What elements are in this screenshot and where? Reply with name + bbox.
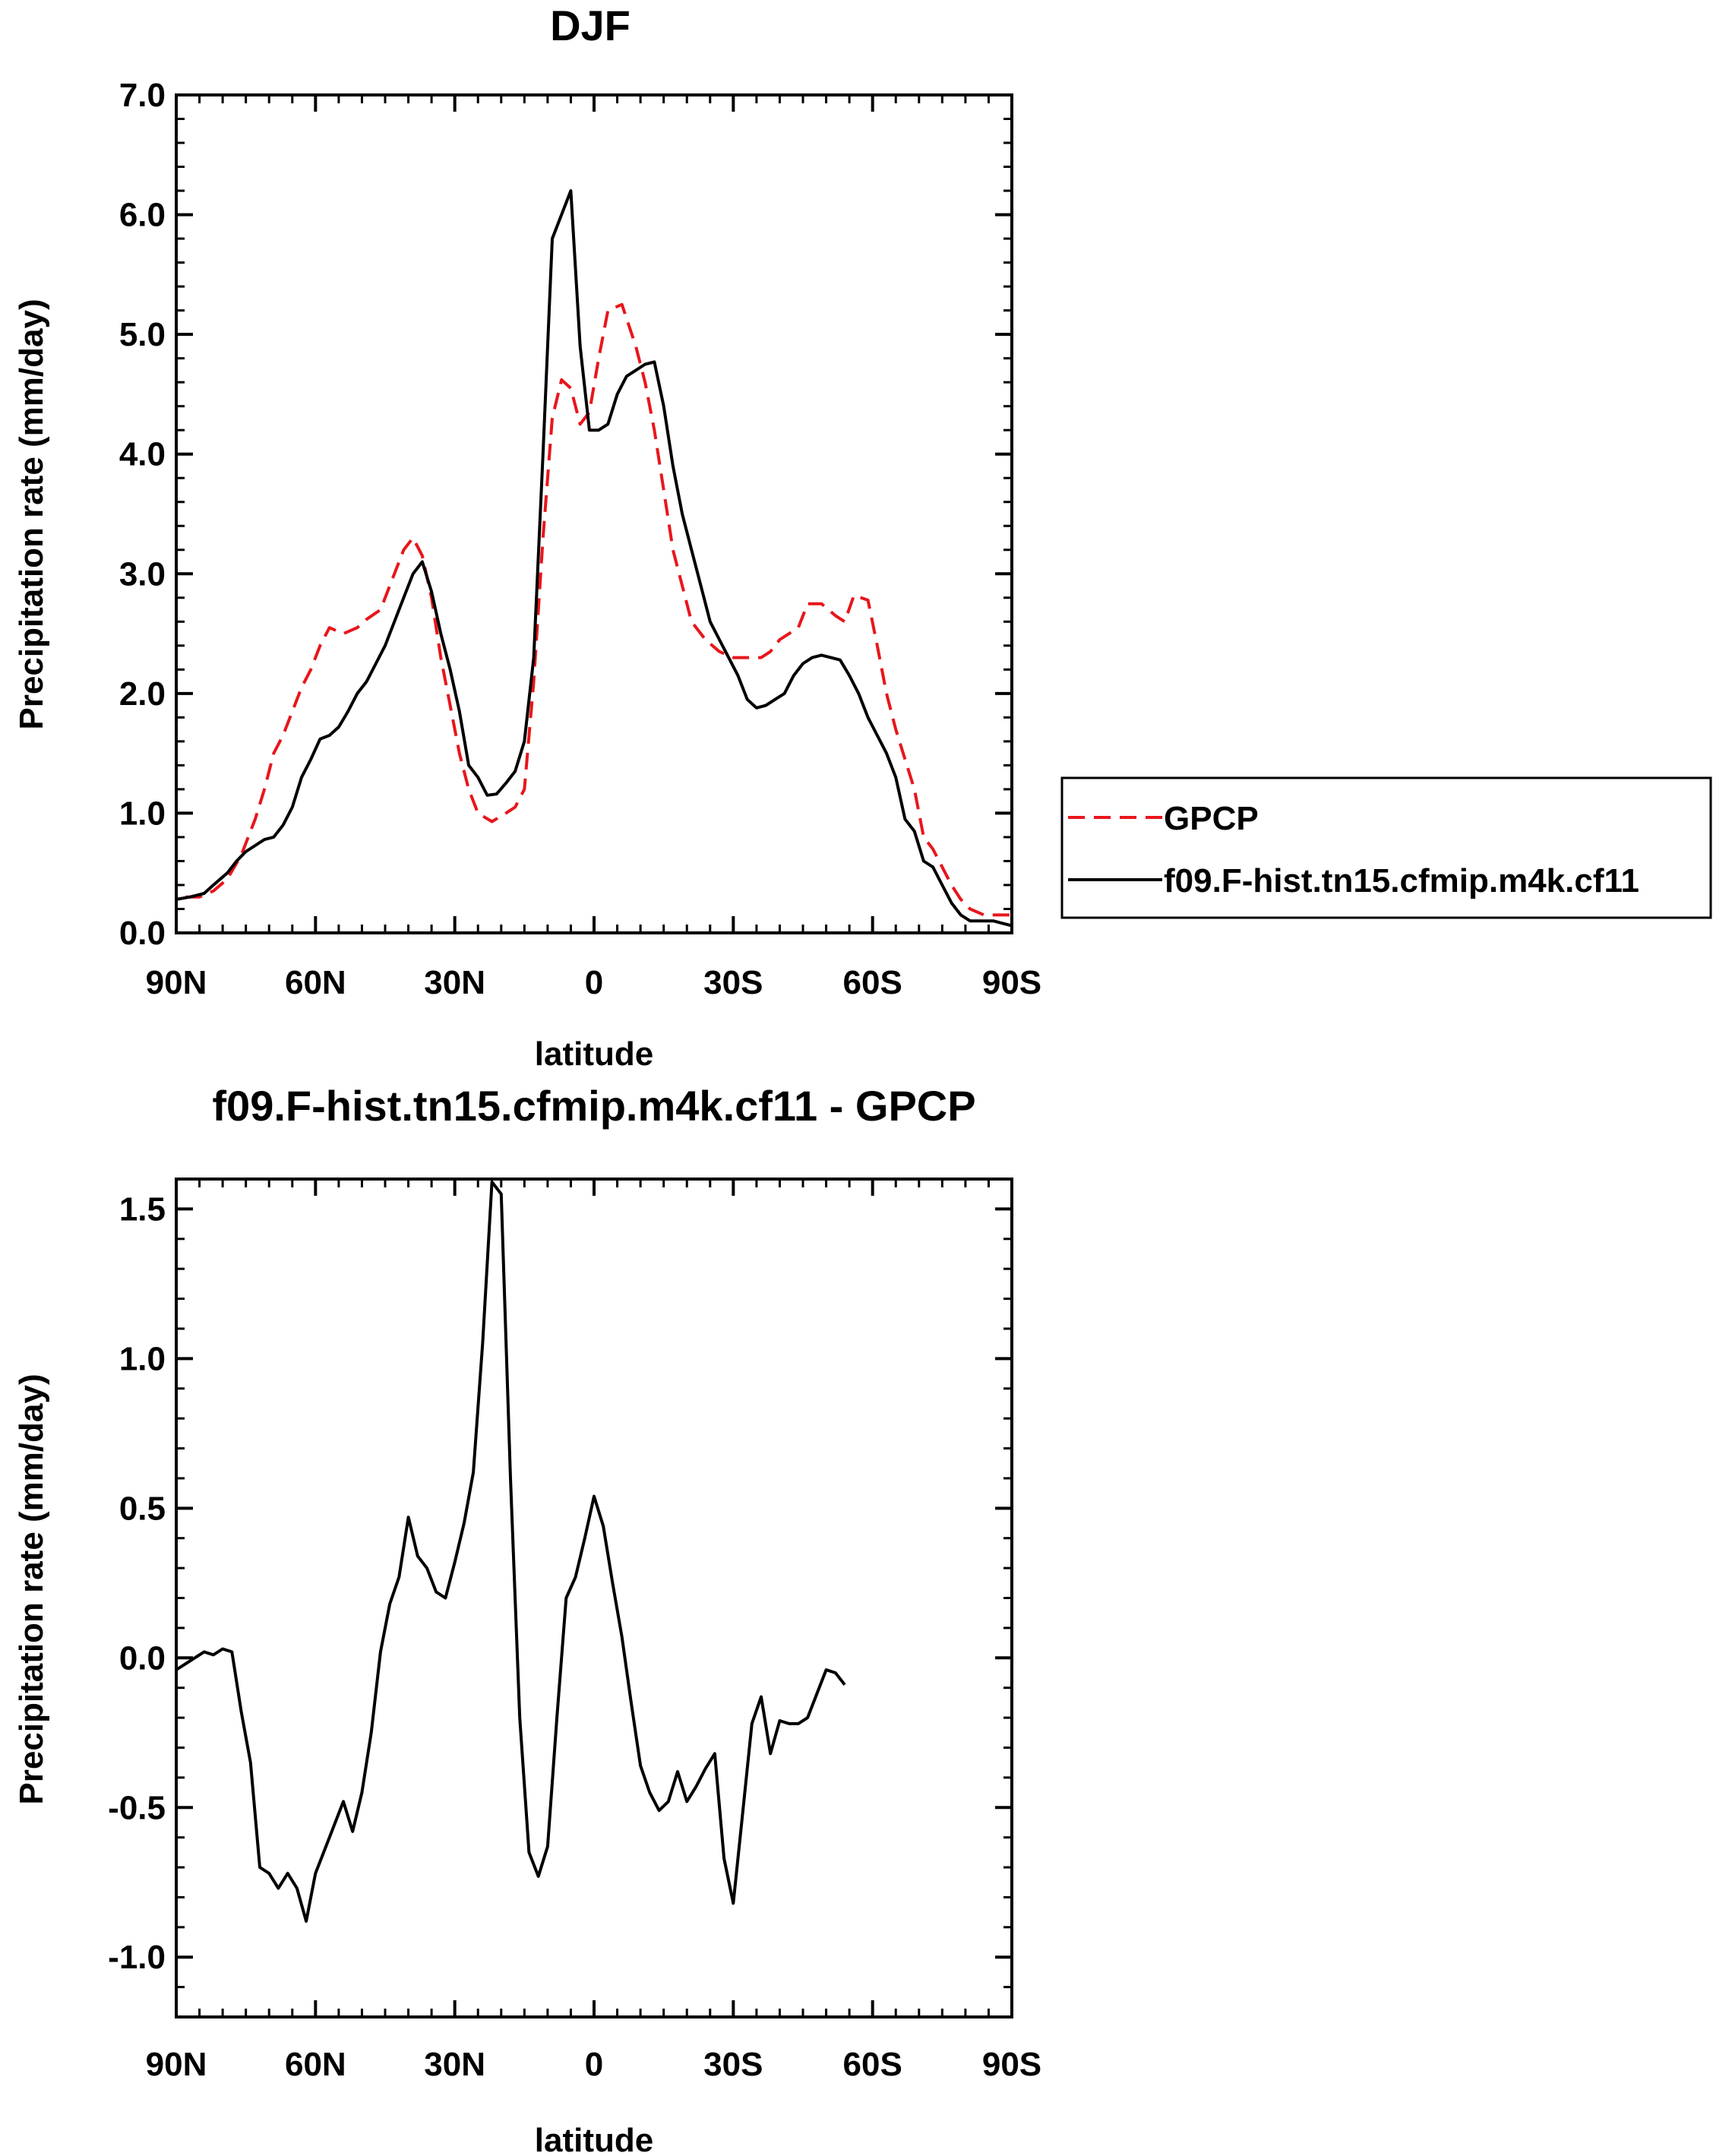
bottom-plot-area (175, 1178, 1013, 2018)
top-x-tick-label: 0 (585, 964, 603, 1001)
bottom-y-tick-labels: -1.0 -0.5 0.0 0.5 1.0 1.5 (108, 1190, 166, 1976)
top-x-tick-label: 90S (982, 964, 1041, 1001)
bot-x-tick-label: 60S (843, 2046, 902, 2083)
top-ticks (175, 93, 1013, 934)
bot-y-tick-label: -0.5 (108, 1789, 166, 1826)
top-x-tick-labels: 90N 60N 30N 0 30S 60S 90S (146, 964, 1042, 1001)
top-x-tick-label: 30S (703, 964, 763, 1001)
top-y-axis-label: Precipitation rate (mm/day) (13, 299, 50, 729)
bottom-ticks (175, 1178, 1013, 2018)
top-x-tick-label: 90N (146, 964, 207, 1001)
top-y-tick-label: 6.0 (119, 197, 166, 234)
bottom-panel: f09.F-hist.tn15.cfmip.m4k.cf11 - GPCP -1… (13, 1082, 1041, 2156)
top-series-line-model (175, 189, 1013, 928)
bottom-x-tick-labels: 90N 60N 30N 0 30S 60S 90S (146, 2046, 1042, 2083)
bot-x-tick-label: 60N (285, 2046, 346, 2083)
top-series-line-gpcp (185, 302, 1012, 917)
legend: GPCP f09.F-hist.tn15.cfmip.m4k.cf11 (1060, 776, 1712, 919)
bottom-chart-title: f09.F-hist.tn15.cfmip.m4k.cf11 - GPCP (212, 1082, 975, 1130)
legend-label-model: f09.F-hist.tn15.cfmip.m4k.cf11 (1164, 862, 1639, 899)
bottom-series-lines (175, 1180, 846, 1923)
top-plot-area (175, 93, 1013, 934)
top-y-tick-label: 0.0 (119, 915, 166, 952)
bot-x-tick-label: 90N (146, 2046, 207, 2083)
bot-x-tick-label: 30N (424, 2046, 485, 2083)
bot-y-tick-label: 0.5 (119, 1490, 166, 1527)
bot-y-tick-label: -1.0 (108, 1939, 166, 1976)
bot-y-tick-label: 0.0 (119, 1639, 166, 1677)
bot-series-line-difference (175, 1180, 846, 1923)
bot-x-tick-label: 0 (585, 2046, 603, 2083)
top-x-tick-label: 30N (424, 964, 485, 1001)
bot-x-tick-label: 30S (703, 2046, 763, 2083)
top-x-tick-label: 60N (285, 964, 346, 1001)
top-y-tick-labels: 0.0 1.0 2.0 3.0 4.0 5.0 6.0 7.0 (119, 77, 166, 952)
bottom-y-axis-label: Precipitation rate (mm/day) (13, 1374, 50, 1804)
legend-label-gpcp: GPCP (1164, 800, 1259, 837)
top-plot-frame (175, 93, 1013, 934)
legend-box (1060, 776, 1712, 919)
top-y-tick-label: 1.0 (119, 795, 166, 832)
top-y-tick-label: 2.0 (119, 675, 166, 713)
top-y-tick-label: 4.0 (119, 436, 166, 473)
top-chart-title: DJF (550, 2, 631, 49)
bot-x-tick-label: 90S (982, 2046, 1041, 2083)
top-y-tick-label: 3.0 (119, 555, 166, 593)
bot-y-tick-label: 1.5 (119, 1190, 166, 1228)
top-x-tick-label: 60S (843, 964, 902, 1001)
top-panel: DJF 0.0 1.0 2.0 3.0 4.0 5.0 6.0 7.0 90N 60N 30N 0 3… (13, 2, 1041, 1073)
bot-y-tick-label: 1.0 (119, 1340, 166, 1377)
top-x-axis-label: latitude (535, 1035, 653, 1073)
top-y-tick-label: 5.0 (119, 316, 166, 353)
top-series-lines (175, 189, 1013, 928)
bot-plot-frame (175, 1178, 1013, 2018)
bottom-x-axis-label: latitude (535, 2122, 653, 2156)
top-y-tick-label: 7.0 (119, 77, 166, 114)
